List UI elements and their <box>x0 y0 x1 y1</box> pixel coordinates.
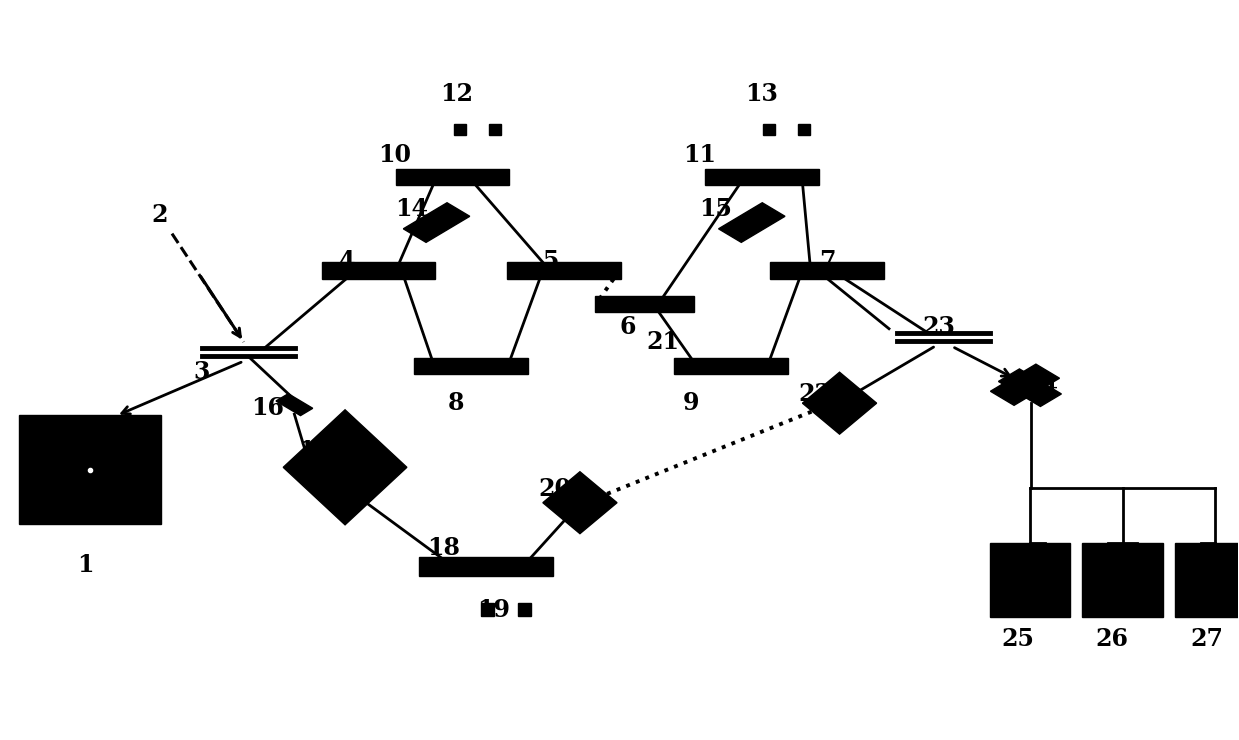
Polygon shape <box>999 369 1062 406</box>
Polygon shape <box>488 124 501 135</box>
Text: 13: 13 <box>745 81 778 106</box>
Text: 26: 26 <box>1095 627 1127 651</box>
Polygon shape <box>395 169 509 185</box>
Polygon shape <box>705 169 819 185</box>
Text: 6: 6 <box>620 315 637 339</box>
Polygon shape <box>674 358 788 374</box>
Polygon shape <box>276 394 312 416</box>
Text: 9: 9 <box>683 391 700 415</box>
Polygon shape <box>771 263 885 278</box>
Polygon shape <box>990 364 1059 406</box>
Text: 12: 12 <box>440 81 473 106</box>
Text: 25: 25 <box>1001 627 1035 651</box>
Polygon shape <box>481 603 494 616</box>
Polygon shape <box>595 295 694 312</box>
Text: 5: 5 <box>543 249 559 273</box>
Polygon shape <box>284 410 406 525</box>
Polygon shape <box>719 203 786 243</box>
Polygon shape <box>453 124 466 135</box>
Polygon shape <box>507 263 621 278</box>
Polygon shape <box>798 124 809 135</box>
Polygon shape <box>419 557 553 576</box>
Polygon shape <box>763 124 776 135</box>
Polygon shape <box>543 471 617 534</box>
Text: 21: 21 <box>647 330 679 354</box>
Polygon shape <box>404 203 470 243</box>
Text: 10: 10 <box>378 143 411 166</box>
Text: 27: 27 <box>1191 627 1223 651</box>
Text: 20: 20 <box>539 477 571 502</box>
Polygon shape <box>803 372 877 434</box>
Polygon shape <box>1175 543 1239 617</box>
Polygon shape <box>20 415 161 524</box>
Text: 11: 11 <box>684 143 716 166</box>
Text: 24: 24 <box>1026 374 1059 398</box>
Polygon shape <box>322 263 435 278</box>
Text: 15: 15 <box>700 198 732 221</box>
Text: 19: 19 <box>477 598 510 622</box>
Polygon shape <box>414 358 528 374</box>
Text: 22: 22 <box>798 382 831 406</box>
Text: 4: 4 <box>339 249 356 273</box>
Text: 23: 23 <box>922 315 955 339</box>
Polygon shape <box>990 543 1070 617</box>
Text: 14: 14 <box>395 198 429 221</box>
Text: 18: 18 <box>427 536 461 560</box>
Polygon shape <box>1083 543 1163 617</box>
Polygon shape <box>518 603 532 616</box>
Text: 2: 2 <box>151 204 167 227</box>
Text: 8: 8 <box>449 391 465 415</box>
Text: 3: 3 <box>193 360 209 384</box>
Text: 17: 17 <box>297 439 331 463</box>
Text: 7: 7 <box>819 249 835 273</box>
Text: 16: 16 <box>250 397 284 420</box>
Text: 1: 1 <box>77 554 94 577</box>
